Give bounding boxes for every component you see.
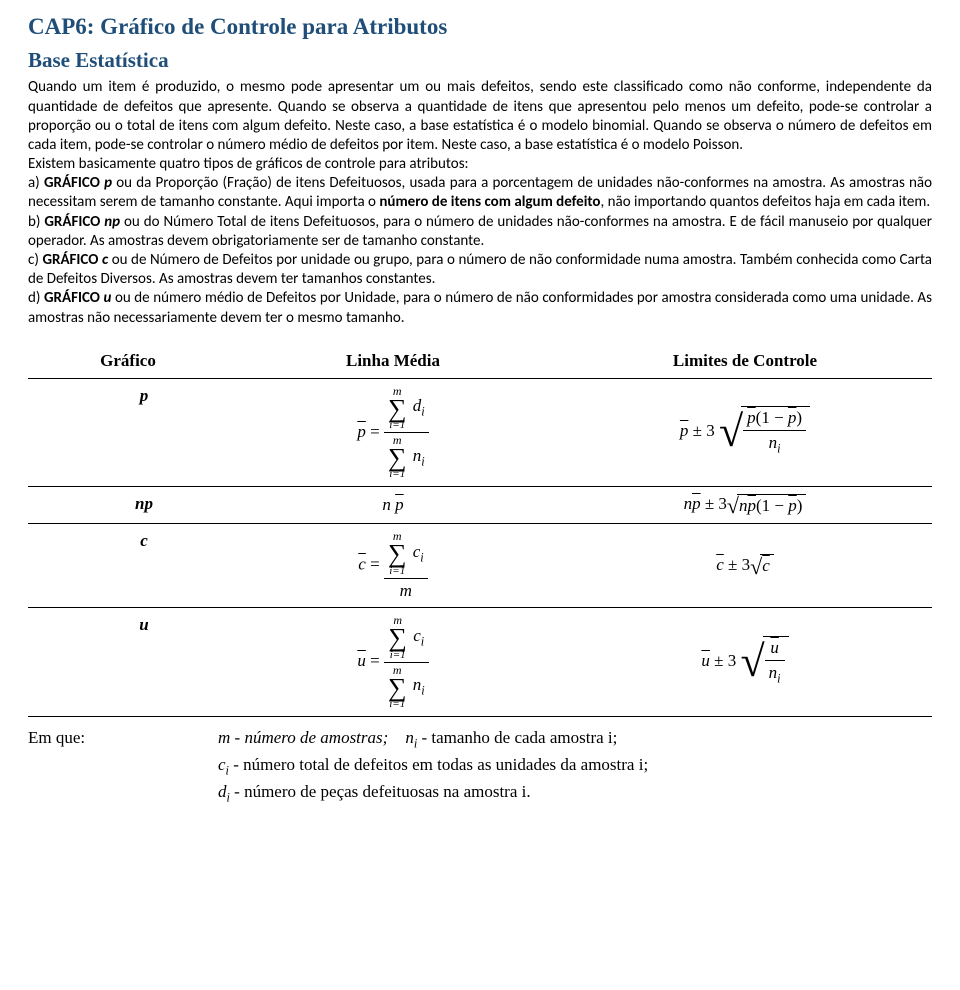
formula-np-mean: n p bbox=[228, 487, 558, 524]
legend-label: Em que: bbox=[28, 727, 218, 808]
formula-u-mean: u = m∑i=1 ci m∑i=1 ni bbox=[228, 608, 558, 717]
item-a: a) GRÁFICO p ou da Proporção (Fração) de… bbox=[28, 174, 932, 212]
col-limites: Limites de Controle bbox=[558, 346, 932, 378]
formula-table: Gráfico Linha Média Limites de Controle … bbox=[28, 346, 932, 717]
col-linha-media: Linha Média bbox=[228, 346, 558, 378]
formula-np-limits: np ± 3√np(1 − p) bbox=[558, 487, 932, 524]
legend-row: ci - número total de defeitos em todas a… bbox=[218, 754, 648, 779]
item-c: c) GRÁFICO c ou de Número de Defeitos po… bbox=[28, 251, 932, 289]
legend-row: di - número de peças defeituosas na amos… bbox=[218, 781, 648, 806]
formula-p-mean: p = m∑i=1 di m∑i=1 ni bbox=[228, 378, 558, 487]
table-row: p p = m∑i=1 di m∑i=1 ni p ± 3 √ bbox=[28, 378, 932, 487]
paragraph-types-lead: Existem basicamente quatro tipos de gráf… bbox=[28, 155, 932, 174]
item-d: d) GRÁFICO u ou de número médio de Defei… bbox=[28, 289, 932, 327]
formula-p-limits: p ± 3 √ p(1 − p) ni bbox=[558, 378, 932, 487]
legend: Em que: m - número de amostras; ni - tam… bbox=[28, 727, 932, 808]
formula-u-limits: u ± 3 √ u ni bbox=[558, 608, 932, 717]
section-subtitle: Base Estatística bbox=[28, 47, 932, 74]
formula-c-mean: c = m∑i=1 ci m bbox=[228, 524, 558, 608]
table-row: u u = m∑i=1 ci m∑i=1 ni u ± 3 √ bbox=[28, 608, 932, 717]
col-grafico: Gráfico bbox=[28, 346, 228, 378]
table-row: c c = m∑i=1 ci m c ± 3√c bbox=[28, 524, 932, 608]
paragraph-intro: Quando um item é produzido, o mesmo pode… bbox=[28, 78, 932, 155]
formula-c-limits: c ± 3√c bbox=[558, 524, 932, 608]
table-row: np n p np ± 3√np(1 − p) bbox=[28, 487, 932, 524]
page-title: CAP6: Gráfico de Controle para Atributos bbox=[28, 12, 932, 41]
legend-row: m - número de amostras; ni - tamanho de … bbox=[218, 727, 648, 752]
item-b: b) GRÁFICO np ou do Número Total de iten… bbox=[28, 213, 932, 251]
